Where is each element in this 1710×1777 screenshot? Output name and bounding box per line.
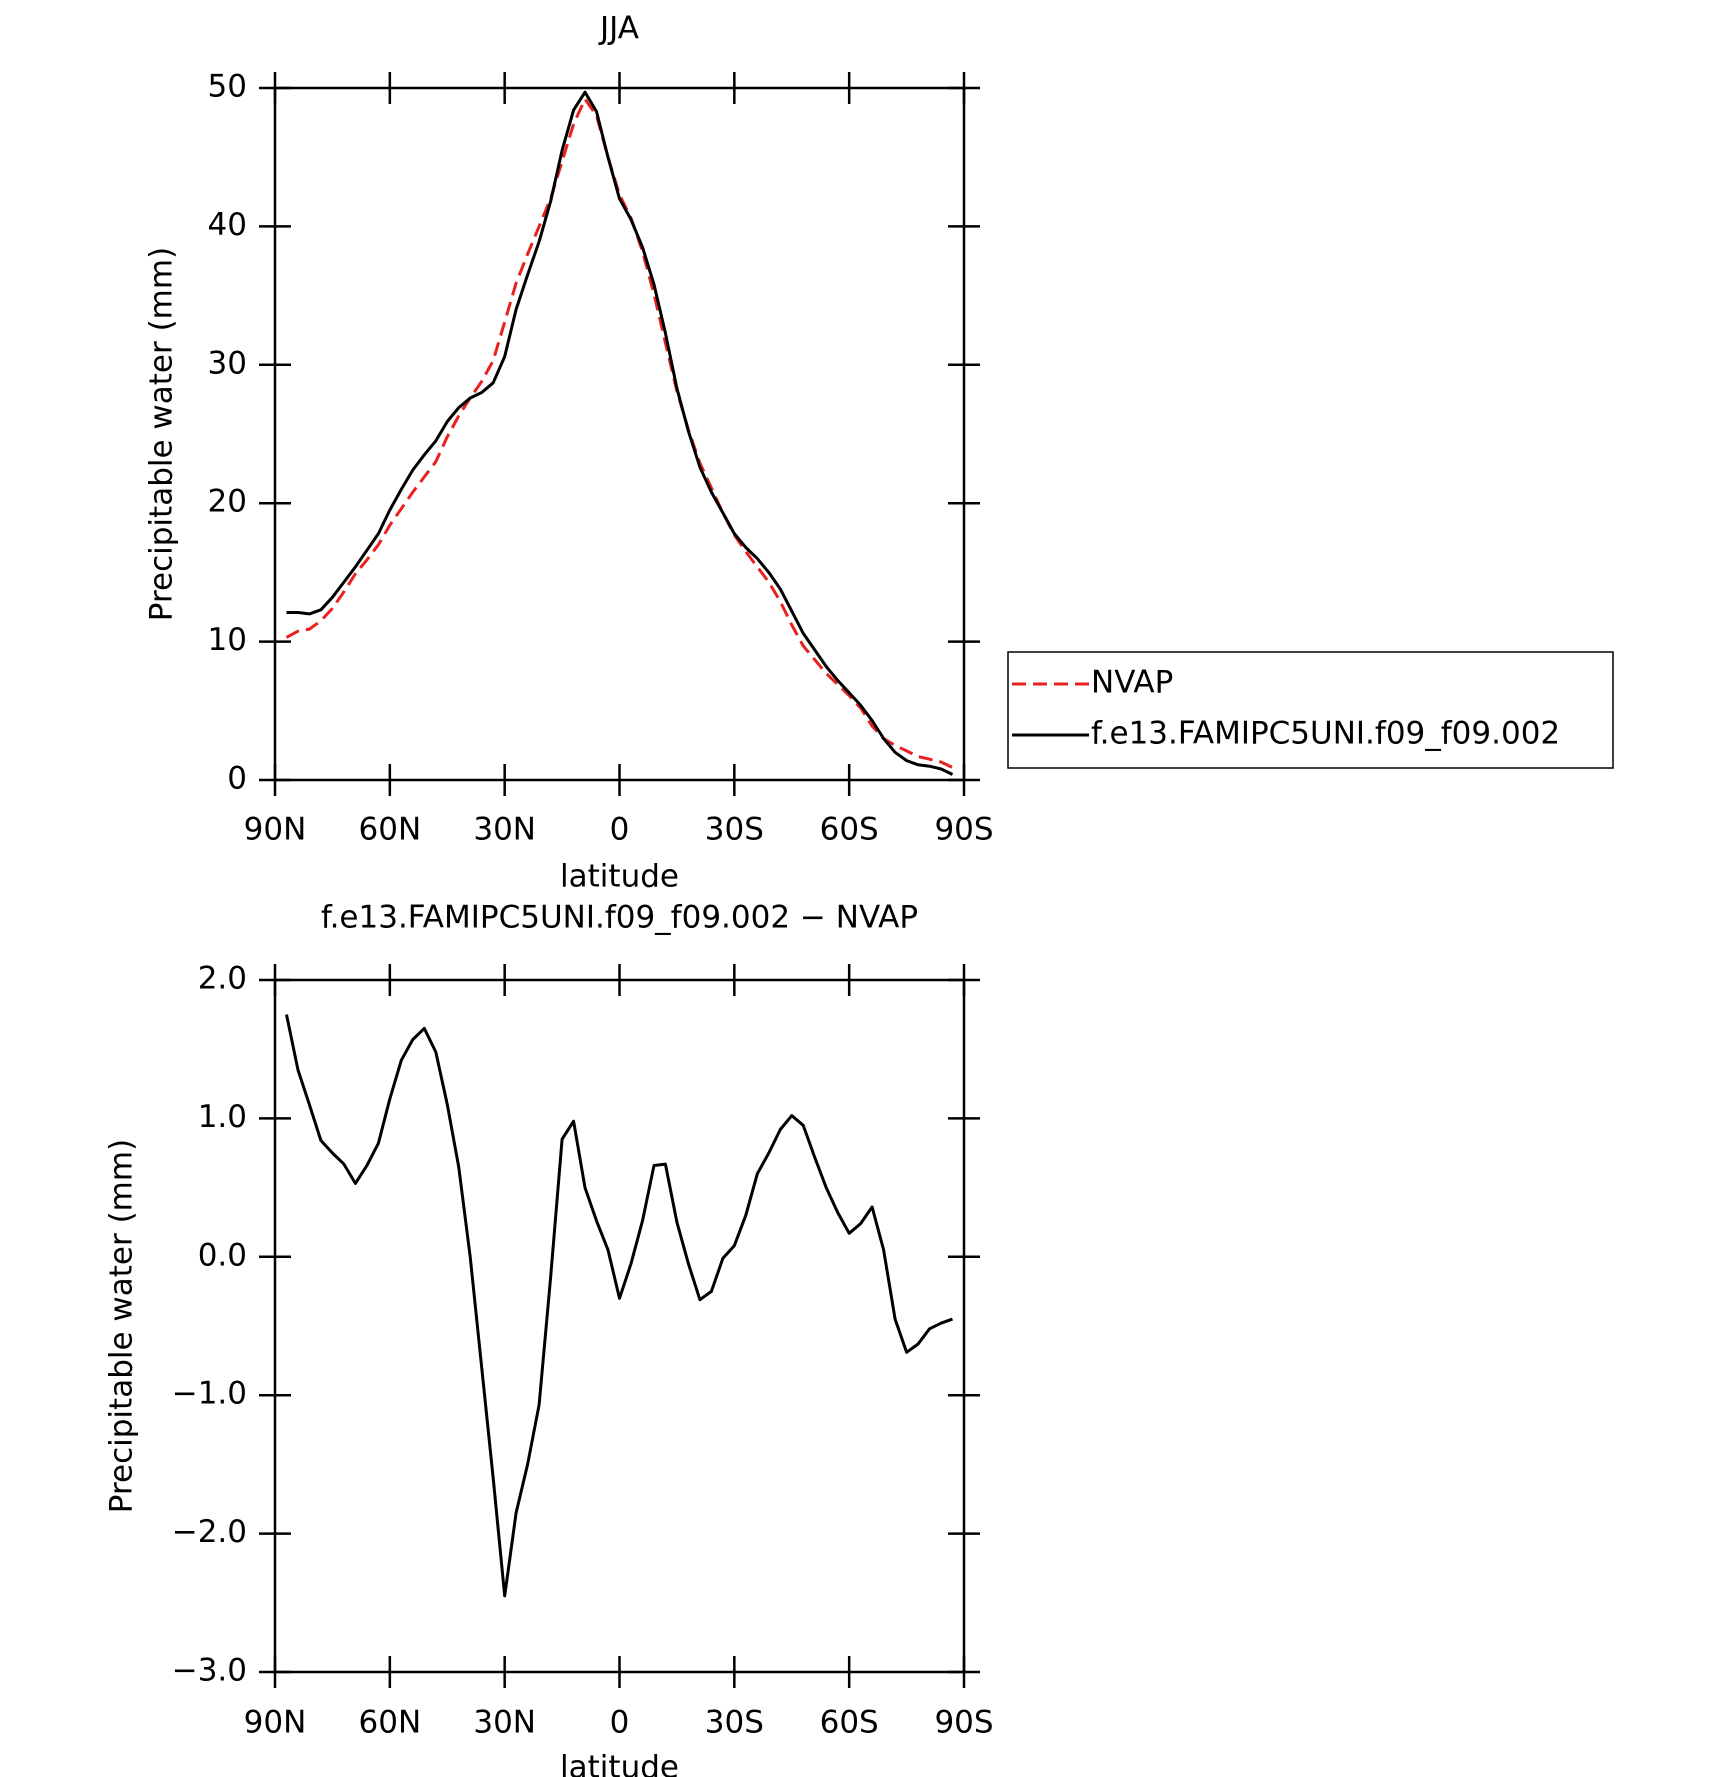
- y-tick-label: 0.0: [198, 1237, 247, 1273]
- x-tick-label: 0: [610, 812, 630, 848]
- x-tick-label: 30N: [473, 1705, 536, 1741]
- data-line: [285, 1014, 954, 1598]
- chart-title: f.e13.FAMIPC5UNI.f09_f09.002 − NVAP: [321, 900, 918, 936]
- plot-frame: [273, 978, 966, 1674]
- y-tick-label: 40: [208, 207, 247, 243]
- x-tick-label: 90N: [244, 1705, 307, 1741]
- x-tick-label: 60S: [820, 1705, 879, 1741]
- x-tick-label: 90S: [934, 1705, 993, 1741]
- y-tick-label: 50: [208, 69, 247, 105]
- y-tick-label: 1.0: [198, 1099, 247, 1135]
- legend-label: NVAP: [1091, 665, 1173, 701]
- x-tick-label: 60N: [359, 812, 422, 848]
- x-tick-label: 0: [610, 1705, 630, 1741]
- plot-frame: [273, 86, 966, 782]
- y-tick-label: 2.0: [198, 961, 247, 997]
- y-tick-label: 10: [208, 622, 247, 658]
- y-tick-label: −3.0: [172, 1653, 247, 1689]
- x-axis-label: latitude: [560, 1750, 679, 1777]
- x-tick-label: 30N: [473, 812, 536, 848]
- data-line: [286, 90, 954, 776]
- x-tick-label: 60S: [820, 812, 879, 848]
- y-tick-label: −1.0: [172, 1376, 247, 1412]
- y-tick-label: −2.0: [172, 1514, 247, 1550]
- x-tick-label: 30S: [705, 1705, 764, 1741]
- x-tick-label: 90S: [934, 812, 993, 848]
- x-tick-label: 30S: [705, 812, 764, 848]
- y-tick-label: 20: [208, 484, 247, 520]
- legend-box: [1007, 651, 1614, 769]
- x-axis-label: latitude: [560, 859, 679, 895]
- y-tick-label: 0: [227, 761, 247, 797]
- y-axis-label: Precipitable water (mm): [104, 1139, 140, 1513]
- x-tick-label: 60N: [359, 1705, 422, 1741]
- legend-label: f.e13.FAMIPC5UNI.f09_f09.002: [1091, 716, 1560, 752]
- y-axis-label: Precipitable water (mm): [144, 247, 180, 621]
- data-line: [285, 97, 954, 769]
- chart-title: JJA: [598, 11, 639, 47]
- x-tick-label: 90N: [244, 812, 307, 848]
- y-tick-label: 30: [208, 345, 247, 381]
